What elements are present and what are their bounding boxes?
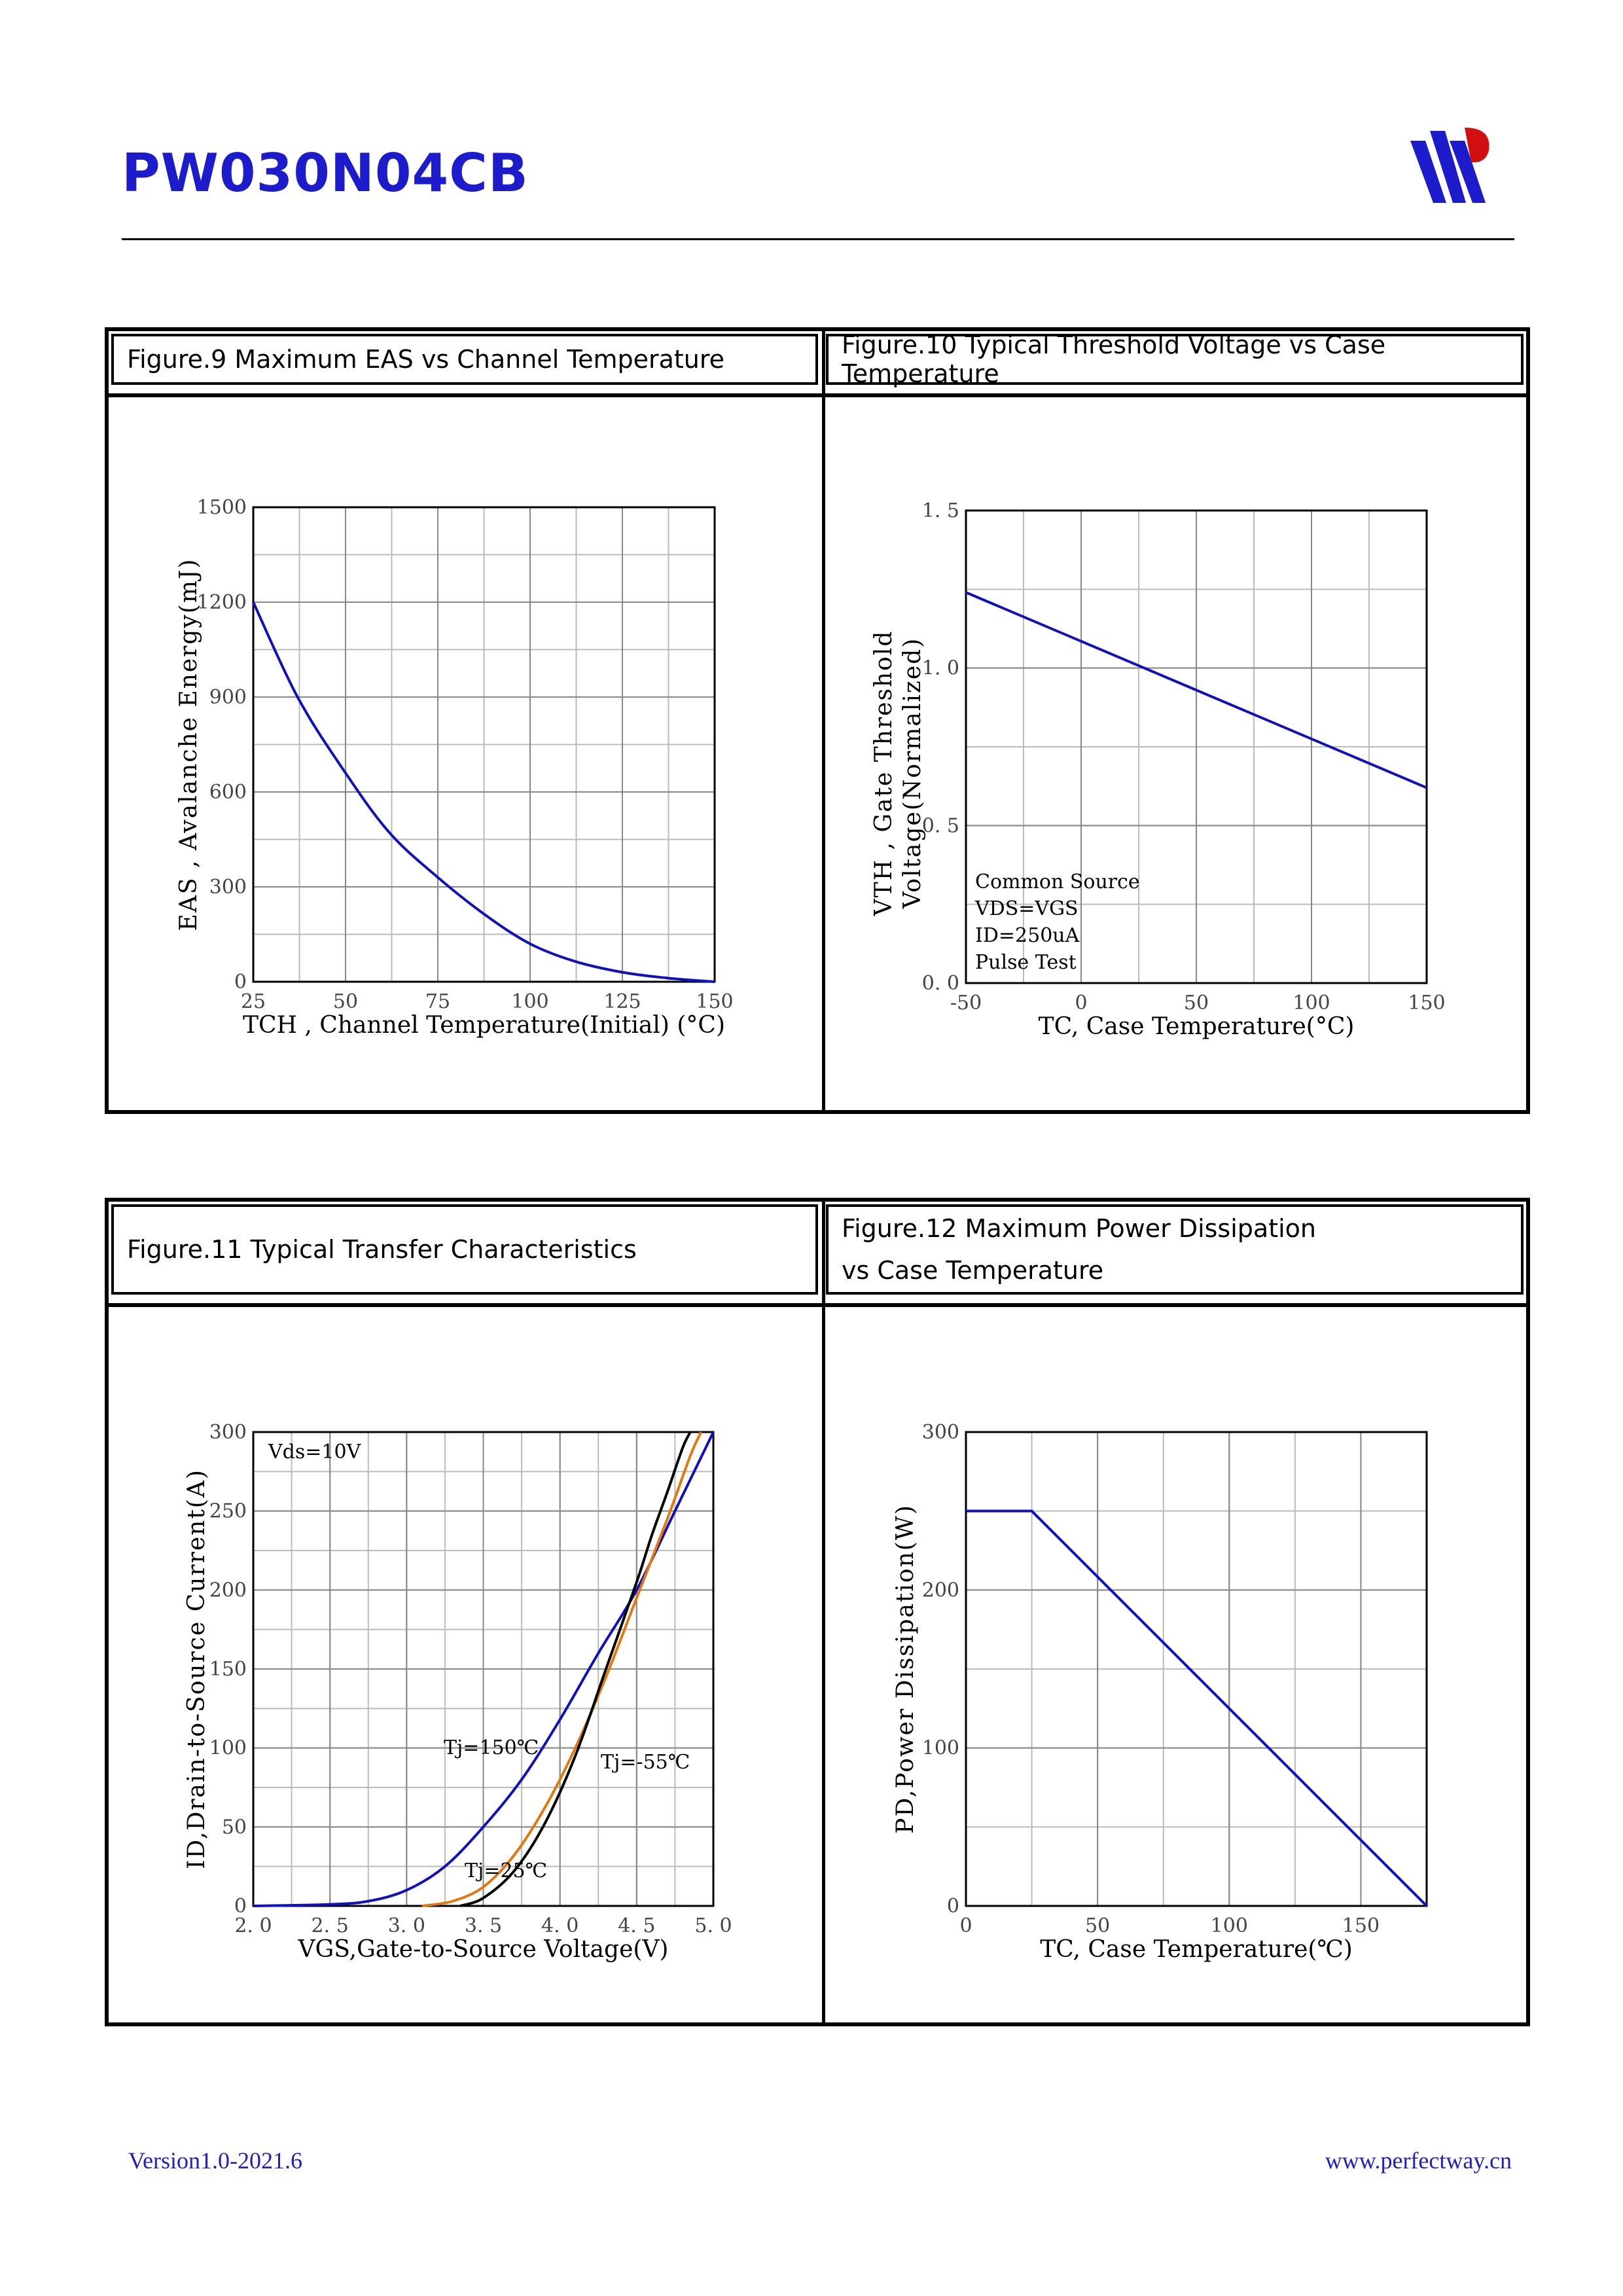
annotation-text: Pulse Test [975, 951, 1077, 974]
x-tick-label: 2. 0 [234, 1914, 272, 1937]
series-line [459, 1431, 692, 1907]
x-tick-label: 4. 5 [618, 1914, 655, 1937]
y-tick-label: 200 [922, 1579, 959, 1602]
x-tick-label: 2. 5 [312, 1914, 349, 1937]
footer-version: Version1.0-2021.6 [128, 2147, 302, 2174]
annotation-text: Tj=25℃ [465, 1859, 547, 1882]
series-line [965, 591, 1427, 789]
document-title: PW030N04CB [122, 143, 529, 204]
x-axis-label: TC, Case Temperature(°C) [1039, 1013, 1355, 1040]
y-axis-label: PD,Power Dissipation(W) [892, 1504, 919, 1834]
chart-fig10: -50 0 50 100 150 0. 0 0. 5 1. 0 1. 5 TC, Case Tem… [870, 499, 1446, 1040]
x-tick-label: 4. 0 [541, 1914, 579, 1937]
x-tick-label: 5. 0 [694, 1914, 732, 1937]
annotation-text: Tj=-55℃ [601, 1751, 690, 1774]
chart-fig12: 0 50 100 150 0 100 200 300 TC, Case Temperature(… [892, 1421, 1428, 1963]
y-tick-label: 1. 0 [922, 657, 959, 680]
figure-11-heading: Figure.11 Typical Transfer Characteristi… [111, 1204, 818, 1295]
y-axis-label: ID,Drain-to-Source Current(A) [183, 1469, 210, 1869]
y-axis-label: EAS , Avalanche Energy(mJ) [175, 558, 202, 931]
x-tick-label: 0 [1075, 992, 1087, 1014]
plot-frame [965, 509, 1428, 984]
x-tick-label: 50 [1184, 992, 1209, 1014]
annotation-text: VDS=VGS [974, 897, 1079, 920]
x-tick-label: 125 [603, 990, 641, 1013]
figure-10-heading: Figure.10 Typical Threshold Voltage vs C… [826, 331, 1524, 388]
x-tick-label: 25 [241, 990, 266, 1013]
plot-frame [252, 506, 716, 983]
annotation-text: Vds=10V [268, 1441, 362, 1463]
y-tick-label: 0 [234, 1895, 247, 1918]
footer-website[interactable]: www.perfectway.cn [1325, 2147, 1512, 2174]
header-rule [122, 238, 1514, 240]
y-tick-label: 1. 5 [922, 499, 959, 522]
figure-9-heading-text: Figure.9 Maximum EAS vs Channel Temperat… [127, 345, 725, 374]
y-tick-label: 0. 0 [922, 972, 959, 995]
annotation-text: ID=250uA [975, 924, 1080, 947]
y-tick-label: 50 [222, 1816, 247, 1839]
y-tick-label: 900 [209, 686, 247, 709]
x-tick-label: 150 [696, 990, 733, 1013]
figure-table-top [105, 327, 1530, 1114]
x-tick-label: 75 [425, 990, 450, 1013]
x-tick-label: 150 [1408, 992, 1445, 1014]
x-axis-label: TC, Case Temperature(℃) [1040, 1936, 1353, 1963]
annotation-text: Common Source [975, 870, 1140, 893]
y-tick-label: 1200 [197, 591, 247, 614]
y-tick-label: 300 [209, 1421, 247, 1444]
y-tick-label: 1500 [197, 496, 247, 519]
x-tick-label: 150 [1342, 1914, 1380, 1937]
series-line [252, 601, 715, 983]
y-tick-label: 300 [922, 1421, 959, 1444]
x-tick-label: 50 [333, 990, 358, 1013]
series-line [966, 1509, 1428, 1907]
y-tick-label: 150 [209, 1658, 247, 1681]
brand-logo [1410, 128, 1489, 203]
figure-9-heading: Figure.9 Maximum EAS vs Channel Temperat… [111, 334, 818, 385]
y-tick-label: 0. 5 [922, 814, 959, 837]
x-tick-label: -50 [950, 992, 982, 1014]
y-tick-label: 100 [922, 1737, 959, 1760]
y-tick-label: 300 [209, 876, 247, 899]
x-tick-label: 3. 0 [388, 1914, 425, 1937]
annotation-text: Tj=150℃ [444, 1736, 539, 1759]
figure-11-heading-text: Figure.11 Typical Transfer Characteristi… [127, 1235, 637, 1264]
figure-12-heading-line-2: vs Case Temperature [842, 1256, 1104, 1285]
x-tick-label: 50 [1085, 1914, 1110, 1937]
x-tick-label: 100 [1211, 1914, 1248, 1937]
x-axis-label: TCH , Channel Temperature(Initial) (°C) [243, 1012, 725, 1039]
y-axis-label-line: Voltage(Normalized) [899, 637, 926, 910]
y-axis-label-line: VTH , Gate Threshold [870, 630, 897, 917]
y-tick-label: 100 [209, 1737, 247, 1760]
x-tick-label: 100 [1293, 992, 1330, 1014]
figure-10-heading-text: Figure.10 Typical Threshold Voltage vs C… [842, 331, 1386, 388]
figure-table-bottom [105, 1198, 1530, 2026]
y-tick-label: 0 [947, 1895, 959, 1918]
y-tick-label: 200 [209, 1579, 247, 1602]
x-tick-label: 0 [959, 1914, 972, 1937]
plot-frame [252, 1431, 715, 1907]
y-tick-label: 0 [234, 971, 247, 994]
x-tick-label: 3. 5 [465, 1914, 502, 1937]
plot-frame [965, 1431, 1428, 1907]
x-axis-label: VGS,Gate-to-Source Voltage(V) [298, 1936, 669, 1963]
chart-fig11: 2. 0 2. 5 3. 0 3. 5 4. 0 4. 5 5. 0 0 50 100 150 200… [183, 1421, 732, 1963]
figure-12-heading: Figure.12 Maximum Power Dissipation vs C… [826, 1204, 1524, 1295]
y-tick-label: 600 [209, 781, 247, 804]
figure-12-heading-line-1: Figure.12 Maximum Power Dissipation [842, 1214, 1316, 1243]
y-tick-label: 250 [209, 1500, 247, 1523]
x-tick-label: 100 [511, 990, 548, 1013]
